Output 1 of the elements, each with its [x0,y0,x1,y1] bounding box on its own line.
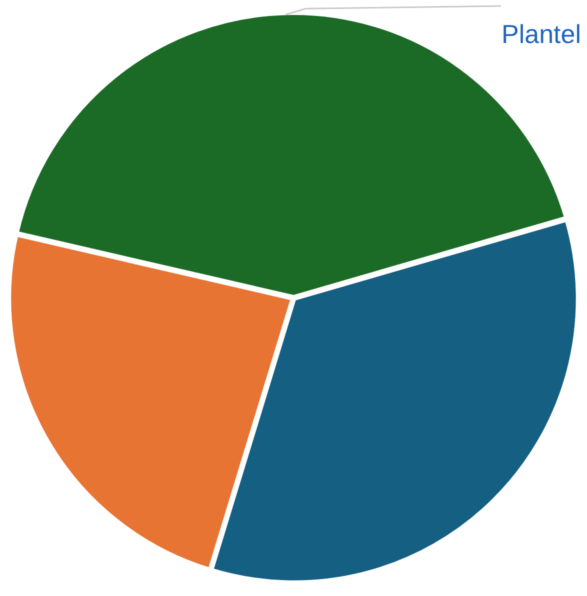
slice-label: Plantel [502,19,581,50]
